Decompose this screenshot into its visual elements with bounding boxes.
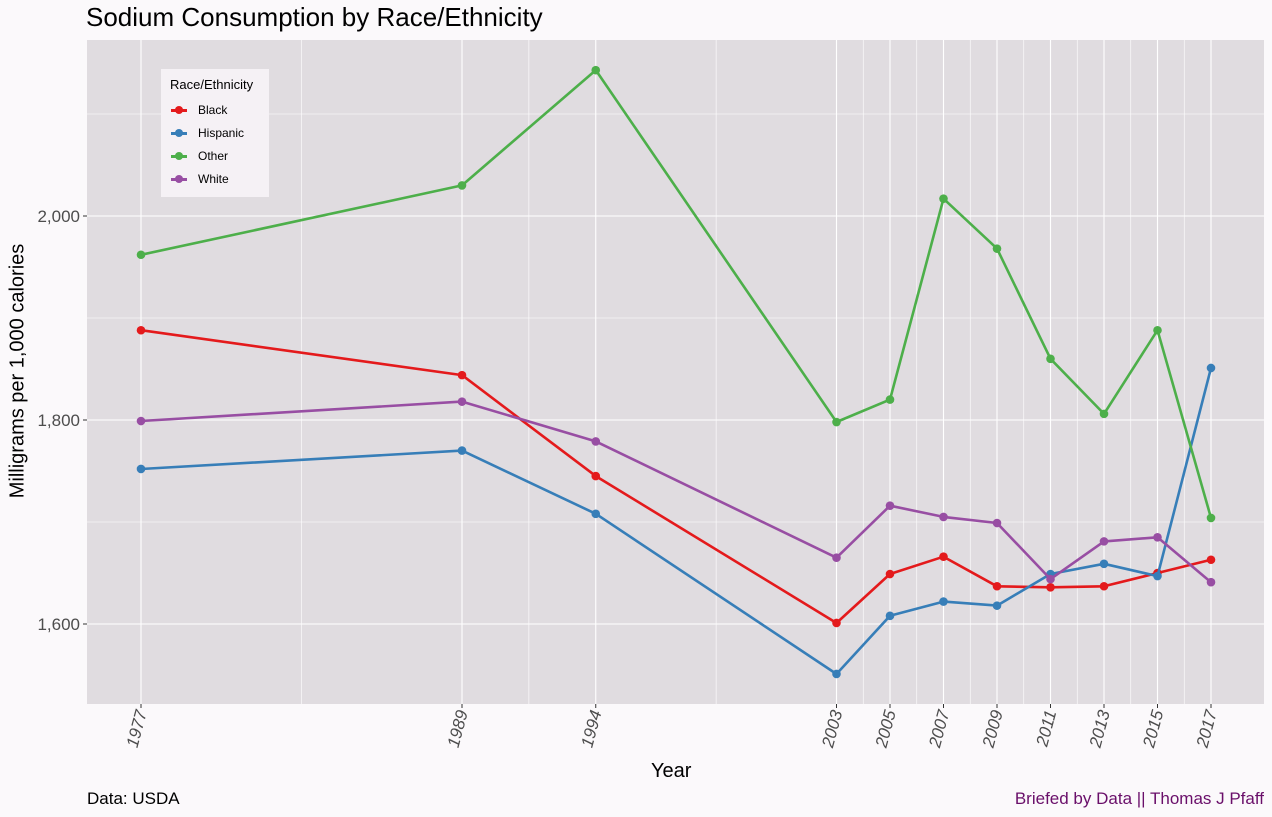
data-point-black — [885, 569, 895, 579]
legend-label-black: Black — [198, 103, 228, 117]
legend-key-white — [171, 175, 187, 183]
legend-label-other: Other — [198, 149, 229, 163]
data-point-white — [992, 518, 1002, 528]
credit-caption: Briefed by Data || Thomas J Pfaff — [1014, 789, 1264, 808]
data-point-hispanic — [939, 597, 948, 606]
x-tick-label: 2007 — [925, 708, 954, 751]
data-point-black — [457, 370, 467, 380]
data-point-hispanic — [136, 464, 146, 474]
x-tick-label: 2013 — [1085, 708, 1114, 751]
x-tick-label: 2003 — [818, 708, 847, 751]
data-point-other — [457, 181, 467, 190]
legend-label-white: White — [198, 172, 229, 186]
data-point-hispanic — [591, 509, 601, 519]
data-point-other — [1099, 409, 1109, 419]
data-point-white — [939, 512, 948, 522]
legend-key-black — [171, 106, 187, 114]
data-point-other — [1153, 325, 1162, 335]
data-point-white — [457, 397, 467, 406]
data-point-black — [1206, 555, 1216, 565]
data-point-white — [885, 501, 895, 510]
x-tick-label: 1977 — [123, 708, 151, 750]
y-tick-label: 1,800 — [37, 411, 80, 430]
major-gridlines — [87, 40, 1264, 704]
data-source-caption: Data: USDA — [87, 789, 180, 808]
data-point-black — [1046, 582, 1055, 592]
data-point-white — [1099, 537, 1109, 546]
legend-label-hispanic: Hispanic — [198, 126, 245, 140]
plot-panel — [87, 40, 1264, 704]
series-layer — [136, 65, 1216, 679]
data-point-hispanic — [1099, 559, 1109, 569]
x-axis-label: Year — [651, 760, 692, 782]
data-point-other — [1206, 513, 1216, 523]
x-tick-label: 1994 — [577, 708, 605, 749]
data-point-hispanic — [1206, 363, 1216, 373]
legend-key-hispanic — [171, 129, 187, 137]
chart-title: Sodium Consumption by Race/Ethnicity — [86, 2, 543, 32]
y-tick-label: 2,000 — [37, 207, 80, 226]
y-tick-label: 1,600 — [37, 615, 80, 634]
legend-item-other: Other — [171, 147, 269, 165]
data-point-white — [591, 437, 601, 446]
x-tick-label: 2005 — [871, 708, 900, 751]
data-point-white — [136, 416, 146, 426]
data-point-other — [992, 244, 1002, 253]
data-point-hispanic — [992, 601, 1002, 610]
x-tick-label: 2015 — [1139, 708, 1168, 751]
x-tick-label: 2009 — [978, 708, 1007, 751]
data-point-white — [1206, 577, 1216, 587]
data-point-black — [832, 618, 841, 628]
data-point-black — [591, 471, 601, 481]
x-tick-label: 2011 — [1032, 708, 1060, 749]
legend-title: Race/Ethnicity — [170, 77, 254, 92]
data-point-white — [1046, 574, 1055, 584]
data-point-hispanic — [457, 446, 467, 455]
y-axis-label: Milligrams per 1,000 calories — [6, 243, 29, 499]
data-point-other — [885, 395, 895, 404]
data-point-hispanic — [832, 669, 841, 679]
data-point-other — [832, 417, 841, 427]
data-point-white — [1153, 533, 1162, 542]
data-point-other — [136, 250, 146, 260]
data-point-other — [939, 194, 948, 203]
x-tick-label: 2017 — [1192, 708, 1221, 751]
legend-item-black: Black — [171, 101, 269, 119]
data-point-black — [1099, 581, 1109, 591]
minor-gridlines — [87, 40, 1264, 704]
data-point-black — [939, 552, 948, 561]
data-point-other — [591, 65, 601, 75]
legend-key-other — [171, 152, 187, 160]
data-point-hispanic — [1153, 571, 1162, 581]
data-point-black — [992, 581, 1002, 591]
legend: Race/Ethnicity Black Hispanic Other Whit… — [161, 69, 269, 197]
legend-item-hispanic: Hispanic — [171, 124, 269, 142]
data-point-other — [1046, 354, 1055, 364]
data-point-hispanic — [885, 611, 895, 621]
data-point-black — [136, 325, 146, 335]
x-tick-label: 1989 — [444, 708, 472, 750]
legend-item-white: White — [171, 170, 269, 188]
data-point-white — [832, 553, 841, 562]
